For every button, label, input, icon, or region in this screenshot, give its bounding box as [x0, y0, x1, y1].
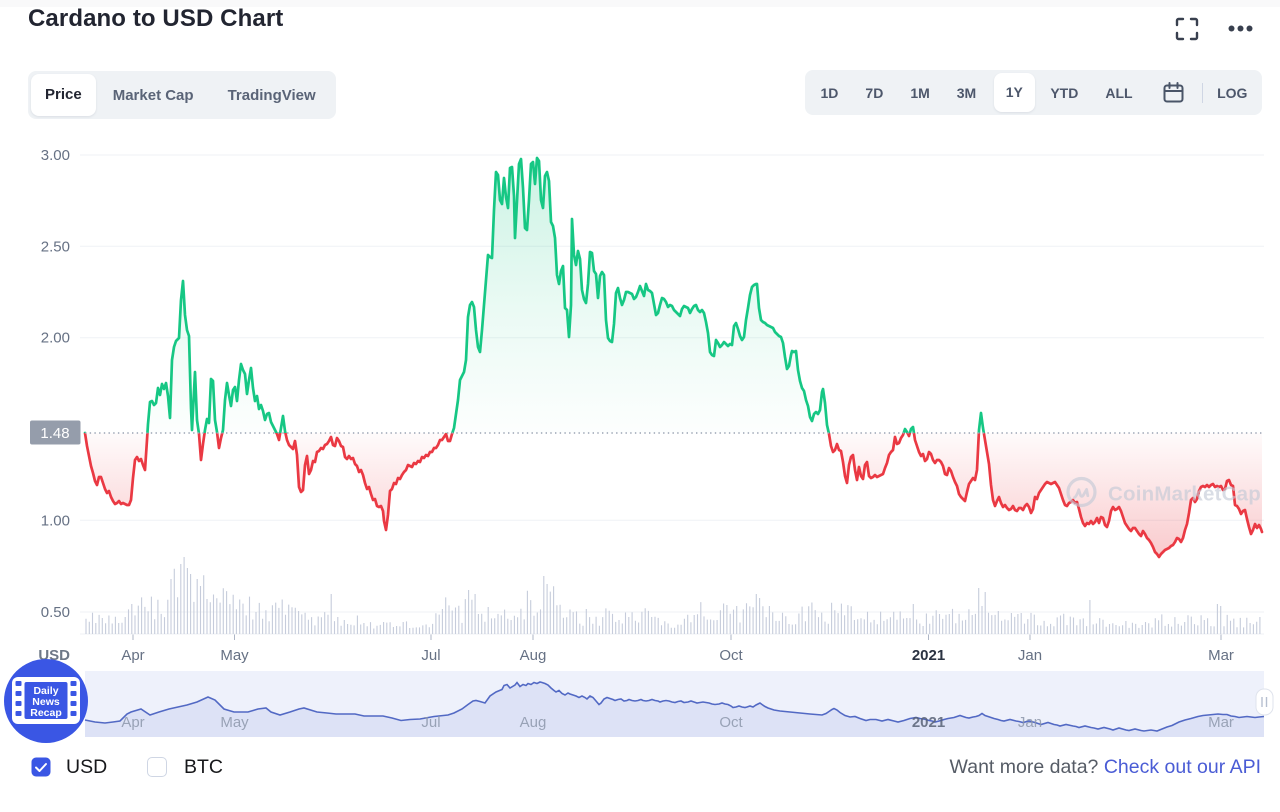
svg-text:2.00: 2.00: [41, 330, 70, 347]
svg-text:2.50: 2.50: [41, 238, 70, 255]
svg-text:Recap: Recap: [30, 707, 62, 719]
svg-text:3.00: 3.00: [41, 147, 70, 164]
svg-text:Jan: Jan: [1018, 647, 1042, 664]
svg-text:1.00: 1.00: [41, 512, 70, 529]
svg-text:May: May: [220, 714, 249, 731]
svg-text:CoinMarketCap: CoinMarketCap: [1108, 483, 1261, 506]
svg-text:Oct: Oct: [719, 647, 743, 664]
svg-text:News: News: [32, 696, 60, 708]
svg-text:1.48: 1.48: [40, 425, 69, 442]
svg-text:Aug: Aug: [520, 714, 547, 731]
svg-text:Apr: Apr: [121, 714, 144, 731]
svg-text:Mar: Mar: [1208, 714, 1234, 731]
svg-text:Mar: Mar: [1208, 647, 1234, 664]
svg-text:Jan: Jan: [1018, 714, 1042, 731]
svg-text:0.50: 0.50: [41, 604, 70, 621]
svg-text:Aug: Aug: [520, 647, 547, 664]
svg-text:May: May: [220, 647, 249, 664]
svg-text:Daily: Daily: [33, 685, 58, 697]
svg-text:2021: 2021: [912, 714, 945, 731]
svg-text:Oct: Oct: [719, 714, 743, 731]
svg-text:2021: 2021: [912, 647, 945, 664]
svg-text:Jul: Jul: [421, 647, 440, 664]
svg-text:Jul: Jul: [421, 714, 440, 731]
svg-text:Apr: Apr: [121, 647, 144, 664]
